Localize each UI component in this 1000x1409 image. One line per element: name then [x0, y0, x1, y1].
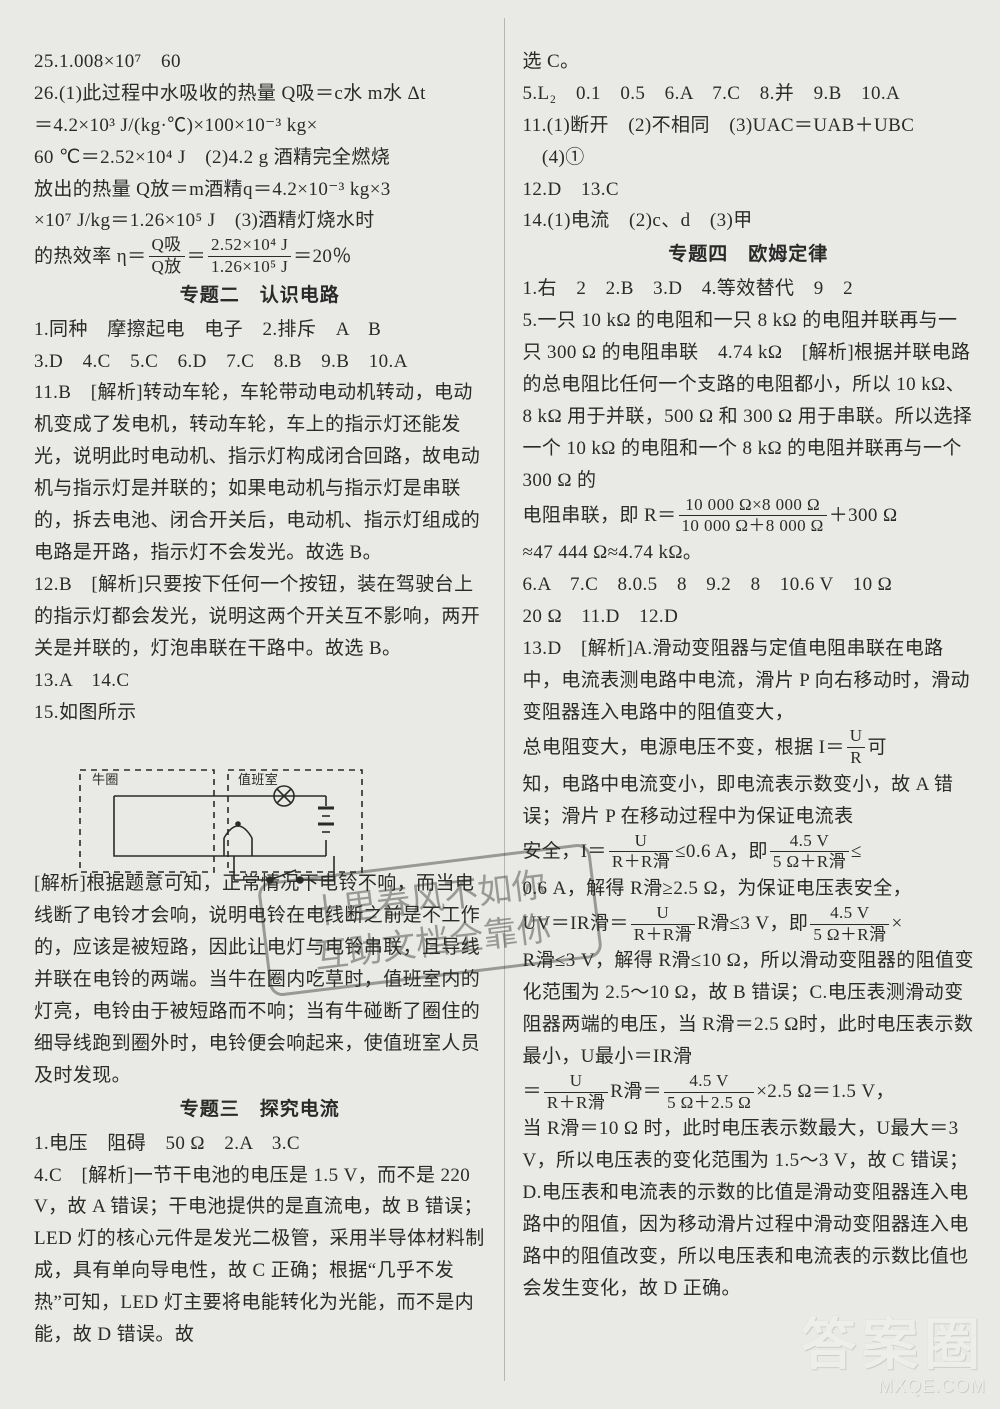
t4-q13-r2: 安全，I＝UR＋R滑≤0.6 A，即4.5 V5 Ω＋R滑≤ [523, 841, 862, 862]
eq: ＝ [187, 246, 206, 267]
t2-q1: 1.同种 摩擦起电 电子 2.排斥 A B [34, 319, 381, 340]
frac-d: 5 Ω＋2.5 Ω [664, 1093, 754, 1113]
t3-q4: 4.C [解析]一节干电池的电压是 1.5 V，而不是 220 V，故 A 错误… [34, 1165, 485, 1346]
frac-d: Q放 [149, 257, 185, 277]
t4-q13-r5: ＝UR＋R滑R滑＝4.5 V5 Ω＋2.5 Ω×2.5 Ω＝1.5 V， [523, 1081, 895, 1102]
frac-d: R＋R滑 [631, 925, 695, 945]
t3-q11b: (4)① [523, 147, 585, 168]
pre: 电阻串联，即 R＝ [523, 505, 677, 526]
t3-q1: 1.电压 阻碍 50 Ω 2.A 3.C [34, 1133, 300, 1154]
frac: 4.5 V5 Ω＋R滑 [810, 904, 889, 944]
t4-q6b: 20 Ω 11.D 12.D [523, 606, 679, 627]
t2-q13: 13.A 14.C [34, 670, 129, 691]
frac-n: 4.5 V [664, 1072, 754, 1093]
frac-d: R [847, 748, 866, 768]
q26-l4: 放出的热量 Q放＝m酒精q＝4.2×10⁻³ kg×3 [34, 179, 391, 200]
frac-d: 5 Ω＋R滑 [810, 925, 889, 945]
two-column-layout: 25.1.008×10⁷ 60 26.(1)此过程中水吸收的热量 Q吸＝c水 m… [0, 0, 1000, 1409]
frac-n: 10 000 Ω×8 000 Ω [679, 496, 827, 517]
post: × [891, 913, 902, 934]
pre: 总电阻变大，电源电压不变，根据 I＝ [523, 737, 845, 758]
q26-l3: 60 ℃＝2.52×10⁴ J (2)4.2 g 酒精完全燃烧 [34, 147, 390, 168]
t2-q12: 12.B [解析]只要按下任何一个按钮，装在驾驶台上的指示灯都会发光，说明这两个… [34, 574, 480, 659]
frac-n: 4.5 V [770, 832, 849, 853]
frac-n: U [544, 1072, 608, 1093]
heading-topic4: 专题四 欧姆定律 [523, 239, 975, 271]
label-right: 值班室 [238, 772, 278, 787]
t2-q15: 15.如图所示 [34, 702, 137, 723]
t4-q13c: R滑≤3 V，解得 R滑≤10 Ω，所以滑动变阻器的阻值变化范围为 2.5～10… [523, 950, 974, 1067]
frac: UR＋R滑 [609, 832, 673, 872]
t4-q13a: 13.D [解析]A.滑动变阻器与定值电阻串联在电路中，电流表测电路中电流，滑片… [523, 638, 970, 723]
q26-l5: ×10⁷ J/kg＝1.26×10⁵ J (3)酒精灯烧水时 [34, 210, 375, 231]
t2-q11: 11.B [解析]转动车轮，车轮带动电动机转动，电动机变成了发电机，转动车轮，车… [34, 382, 480, 563]
frac: UR＋R滑 [631, 904, 695, 944]
frac-n: U [847, 727, 866, 748]
pre: 安全，I＝ [523, 841, 607, 862]
post: ≤ [851, 841, 862, 862]
t4-q5b: ≈47 444 Ω≈4.74 kΩ。 [523, 542, 703, 563]
frac-r: 10 000 Ω×8 000 Ω10 000 Ω＋8 000 Ω [679, 496, 827, 536]
frac: 4.5 V5 Ω＋R滑 [770, 832, 849, 872]
t4-q1: 1.右 2 2.B 3.D 4.等效替代 9 2 [523, 278, 854, 299]
frac-n: 4.5 V [810, 904, 889, 925]
q26-eff-line: 的热效率 η＝Q吸Q放＝2.52×10⁴ J1.26×10⁵ J＝20％ [34, 246, 352, 267]
frac-d: 1.26×10⁵ J [208, 257, 291, 277]
right-column: 选 C。 5.L₂ 0.1 0.5 6.A 7.C 8.并 9.B 10.A 1… [505, 14, 975, 1389]
q26-l2: ＝4.2×10³ J/(kg·℃)×100×10⁻³ kg× [34, 115, 318, 136]
t4-q13b: 知，电路中电流变小，即电流表示数变小，故 A 错误；滑片 P 在移动过程中为保证… [523, 774, 954, 827]
frac-d: R＋R滑 [544, 1093, 608, 1113]
post: ×2.5 Ω＝1.5 V， [756, 1081, 895, 1102]
t3-q11: 11.(1)断开 (2)不相同 (3)UAC＝UAB＋UBC [523, 115, 915, 136]
pre: UV＝IR滑＝ [523, 913, 629, 934]
t4-q5a: 5.一只 10 kΩ 的电阻和一只 8 kΩ 的电阻并联再与一只 300 Ω 的… [523, 310, 973, 491]
mid: ≤0.6 A，即 [675, 841, 768, 862]
left-column: 25.1.008×10⁷ 60 26.(1)此过程中水吸收的热量 Q吸＝c水 m… [34, 14, 504, 1389]
label-left: 牛圈 [92, 772, 119, 787]
circuit-diagram: 牛圈 值班室 [74, 732, 374, 862]
t3-q5: 5.L₂ 0.1 0.5 6.A 7.C 8.并 9.B 10.A [523, 83, 901, 104]
eff-pre: 的热效率 η＝ [34, 246, 147, 267]
t2-q3: 3.D 4.C 5.C 6.D 7.C 8.B 9.B 10.A [34, 351, 408, 372]
q25: 25.1.008×10⁷ 60 [34, 51, 181, 72]
frac: 4.5 V5 Ω＋2.5 Ω [664, 1072, 754, 1112]
frac: UR [847, 727, 866, 767]
frac-qratio: Q吸Q放 [149, 236, 185, 276]
page: 25.1.008×10⁷ 60 26.(1)此过程中水吸收的热量 Q吸＝c水 m… [0, 0, 1000, 1409]
frac-d: 5 Ω＋R滑 [770, 852, 849, 872]
heading-topic3: 专题三 探究电流 [34, 1094, 486, 1126]
frac-n: Q吸 [149, 236, 185, 257]
frac-n: 2.52×10⁴ J [208, 236, 291, 257]
t3-q12: 12.D 13.C [523, 179, 620, 200]
heading-topic2: 专题二 认识电路 [34, 280, 486, 312]
t4-q13d: 当 R滑＝10 Ω 时，此时电压表示数最大，U最大＝3 V，所以电压表的变化范围… [523, 1118, 969, 1299]
t4-q5-line: 电阻串联，即 R＝10 000 Ω×8 000 Ω10 000 Ω＋8 000 … [523, 505, 898, 526]
frac-d: R＋R滑 [609, 852, 673, 872]
t4-q6: 6.A 7.C 8.0.5 8 9.2 8 10.6 V 10 Ω [523, 574, 893, 595]
right-top: 选 C。 [523, 51, 580, 72]
frac-d: 10 000 Ω＋8 000 Ω [679, 516, 827, 536]
frac: UR＋R滑 [544, 1072, 608, 1112]
t4-q13-r4: UV＝IR滑＝UR＋R滑R滑≤3 V，即4.5 V5 Ω＋R滑× [523, 913, 903, 934]
mid: R滑≤3 V，即 [697, 913, 808, 934]
t3-q14: 14.(1)电流 (2)c、d (3)甲 [523, 210, 753, 231]
frac-nums: 2.52×10⁴ J1.26×10⁵ J [208, 236, 291, 276]
q26-l1: 26.(1)此过程中水吸收的热量 Q吸＝c水 m水 Δt [34, 83, 426, 104]
post: 可 [867, 737, 886, 758]
frac-n: U [631, 904, 695, 925]
post: ＋300 Ω [829, 505, 898, 526]
pre: ＝ [523, 1081, 542, 1102]
t4-q13-r1: 总电阻变大，电源电压不变，根据 I＝UR可 [523, 737, 887, 758]
frac-n: U [609, 832, 673, 853]
mid: R滑＝ [610, 1081, 662, 1102]
t2-q15-expl: [解析]根据题意可知，正常情况下电铃不响，而当电线断了电铃才会响，说明电铃在电线… [34, 873, 480, 1085]
column-divider [504, 18, 505, 1381]
eff-post: ＝20％ [293, 246, 352, 267]
circuit-svg: 牛圈 值班室 [74, 764, 374, 894]
t4-q13-r3: 0.6 A，解得 R滑≥2.5 Ω，为保证电压表安全， [523, 878, 913, 899]
